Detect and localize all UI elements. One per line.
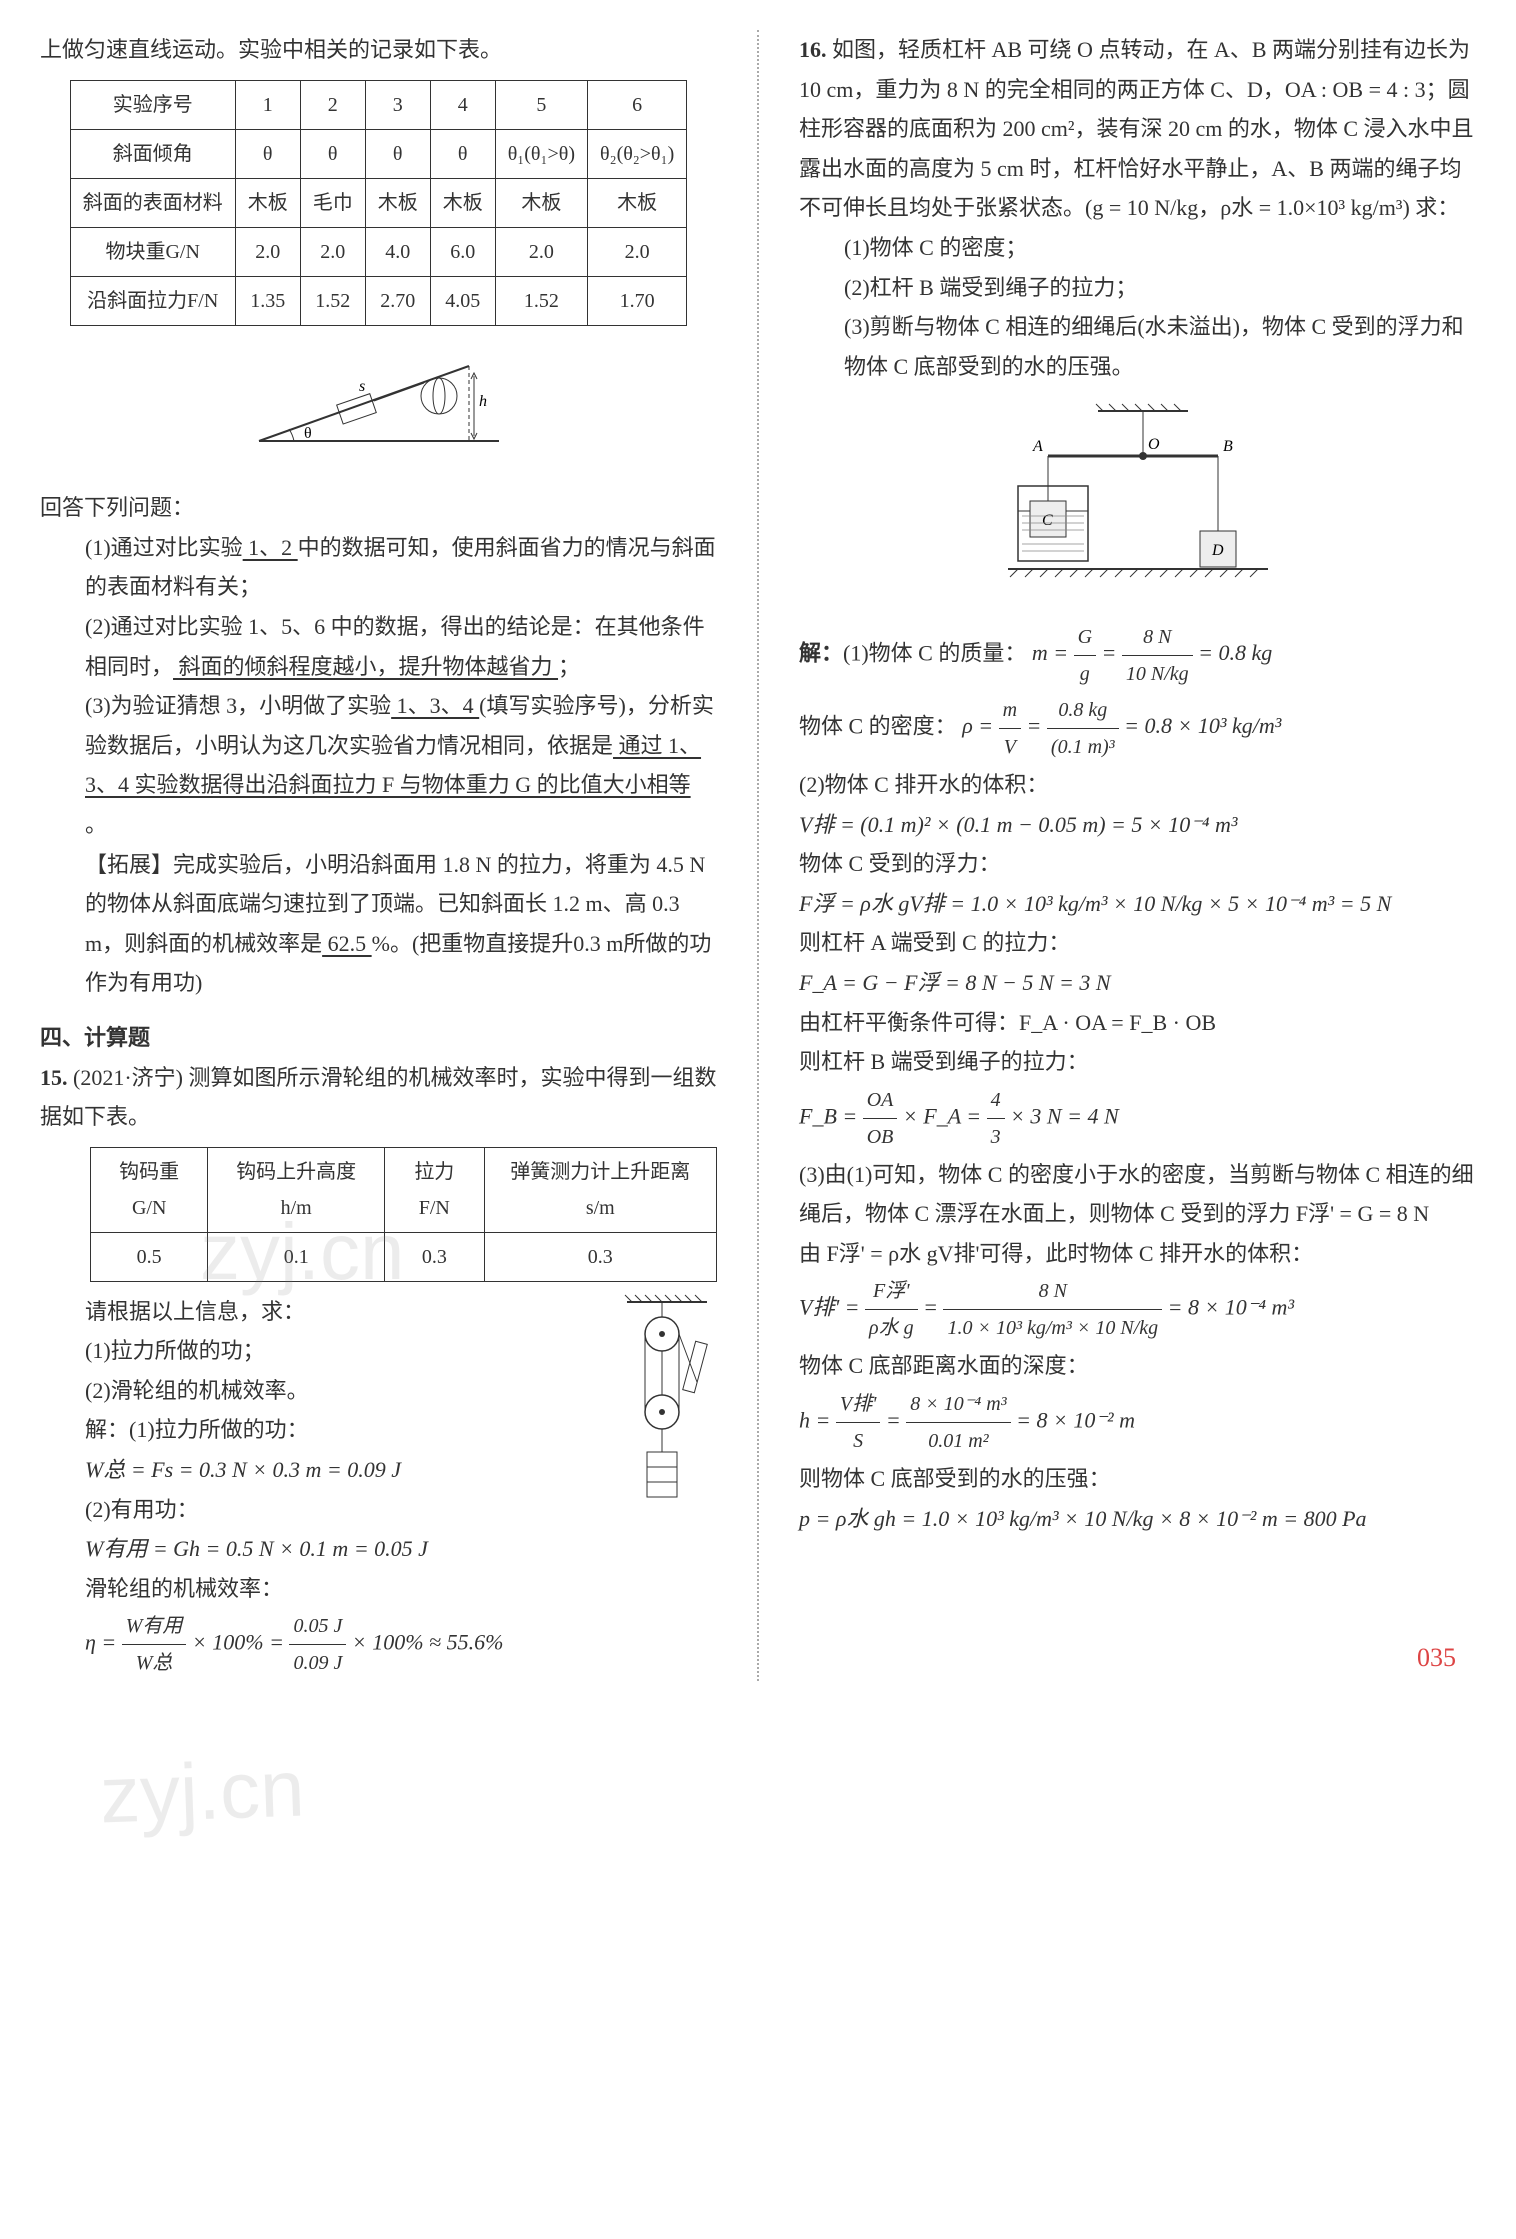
svg-text:h: h: [479, 393, 487, 410]
cell: 4.05: [430, 276, 495, 325]
svg-text:A: A: [1032, 438, 1043, 455]
cell: 实验序号: [70, 80, 235, 129]
cell: 4.0: [365, 227, 430, 276]
cell: 沿斜面拉力F/N: [70, 276, 235, 325]
cell: 木板: [495, 178, 587, 227]
cell: 6.0: [430, 227, 495, 276]
cell: 钩码重G/N: [91, 1147, 208, 1232]
cell: 1.52: [300, 276, 365, 325]
cell: θ: [365, 129, 430, 178]
sol-s9-eq: V排' = F浮'ρ水 g = 8 N1.0 × 10³ kg/m³ × 10 …: [799, 1273, 1476, 1346]
cell: 1.70: [588, 276, 687, 325]
sol-s5-eq: F_A = G − F浮 = 8 N − 5 N = 3 N: [799, 963, 1476, 1003]
answer-header: 回答下列问题：: [40, 488, 717, 528]
q15-table: 钩码重G/N 钩码上升高度 h/m 拉力 F/N 弹簧测力计上升距离 s/m 0…: [90, 1147, 717, 1282]
sol-s11-eq: p = ρ水 gh = 1.0 × 10³ kg/m³ × 10 N/kg × …: [799, 1499, 1476, 1539]
svg-text:B: B: [1223, 438, 1233, 455]
cell: θ: [235, 129, 300, 178]
cell: 钩码上升高度 h/m: [208, 1147, 385, 1232]
cell: 2.0: [235, 227, 300, 276]
q15-stem: 15. (2021·济宁) 测算如图所示滑轮组的机械效率时，实验中得到一组数据如…: [40, 1058, 717, 1137]
q15-eq2: W有用 = Gh = 0.5 N × 0.1 m = 0.05 J: [40, 1529, 717, 1569]
cell: 1.52: [495, 276, 587, 325]
cell: 0.1: [208, 1232, 385, 1281]
svg-text:s: s: [359, 378, 365, 395]
q15-eq3: η = W有用W总 × 100% = 0.05 J0.09 J × 100% ≈…: [40, 1608, 717, 1681]
sol-s5: 则杠杆 A 端受到 C 的拉力：: [799, 923, 1476, 963]
svg-text:C: C: [1042, 512, 1053, 529]
q16-sub2: (2)杠杆 B 端受到绳子的拉力；: [799, 268, 1476, 308]
cell: 斜面的表面材料: [70, 178, 235, 227]
cell: 弹簧测力计上升距离 s/m: [484, 1147, 716, 1232]
question-1: (1)通过对比实验 1、2 中的数据可知，使用斜面省力的情况与斜面的表面材料有关…: [40, 528, 717, 607]
sol-s8: (3)由(1)可知，物体 C 的密度小于水的密度，当剪断与物体 C 相连的细绳后…: [799, 1155, 1476, 1234]
q16-stem: 16. 如图，轻质杠杆 AB 可绕 O 点转动，在 A、B 两端分别挂有边长为 …: [799, 30, 1476, 228]
incline-diagram: θ s h: [40, 341, 717, 474]
sol-s7: 则杠杆 B 端受到绳子的拉力：: [799, 1042, 1476, 1082]
sol-s10-eq: h = V排'S = 8 × 10⁻⁴ m³0.01 m² = 8 × 10⁻²…: [799, 1386, 1476, 1459]
cell: 2: [300, 80, 365, 129]
cell: 木板: [588, 178, 687, 227]
cell: 0.3: [484, 1232, 716, 1281]
intro-text: 上做匀速直线运动。实验中相关的记录如下表。: [40, 30, 717, 70]
cell: 物块重G/N: [70, 227, 235, 276]
q16-sub1: (1)物体 C 的密度；: [799, 228, 1476, 268]
q16-sub3: (3)剪断与物体 C 相连的细绳后(水未溢出)，物体 C 受到的浮力和物体 C …: [799, 307, 1476, 386]
cell: 斜面倾角: [70, 129, 235, 178]
question-2: (2)通过对比实验 1、5、6 中的数据，得出的结论是：在其他条件相同时， 斜面…: [40, 607, 717, 686]
cell: 2.0: [588, 227, 687, 276]
sol-s6: 由杠杆平衡条件可得：F_A · OA = F_B · OB: [799, 1003, 1476, 1043]
cell: 0.5: [91, 1232, 208, 1281]
cell: 1: [235, 80, 300, 129]
section-4-header: 四、计算题: [40, 1018, 717, 1058]
question-3: (3)为验证猜想 3，小明做了实验 1、3、4 (填写实验序号)，分析实验数据后…: [40, 686, 717, 844]
cell: 2.0: [495, 227, 587, 276]
cell: 2.70: [365, 276, 430, 325]
cell: 5: [495, 80, 587, 129]
lever-diagram: A O B C D: [799, 401, 1476, 604]
cell: θ: [430, 129, 495, 178]
sol-s7-eq: F_B = OAOB × F_A = 43 × 3 N = 4 N: [799, 1082, 1476, 1155]
watermark: zyj.cn: [98, 1716, 307, 1867]
svg-text:D: D: [1211, 542, 1224, 559]
sol-s2: 物体 C 的密度： ρ = mV = 0.8 kg(0.1 m)³ = 0.8 …: [799, 692, 1476, 765]
cell: 木板: [365, 178, 430, 227]
cell: θ: [300, 129, 365, 178]
sol-s10: 物体 C 底部距离水面的深度：: [799, 1346, 1476, 1386]
cell: θ₁(θ₁>θ): [495, 129, 587, 178]
cell: 拉力 F/N: [385, 1147, 485, 1232]
cell: 1.35: [235, 276, 300, 325]
cell: 毛巾: [300, 178, 365, 227]
sol-s4: 物体 C 受到的浮力：: [799, 844, 1476, 884]
cell: 4: [430, 80, 495, 129]
extension: 【拓展】完成实验后，小明沿斜面用 1.8 N 的拉力，将重为 4.5 N 的物体…: [40, 845, 717, 1003]
sol-s3: (2)物体 C 排开水的体积：: [799, 765, 1476, 805]
sol-s9: 由 F浮' = ρ水 gV排'可得，此时物体 C 排开水的体积：: [799, 1234, 1476, 1274]
cell: 0.3: [385, 1232, 485, 1281]
svg-text:θ: θ: [304, 425, 312, 442]
cell: 6: [588, 80, 687, 129]
cell: 2.0: [300, 227, 365, 276]
q15-sol3: 滑轮组的机械效率：: [40, 1569, 717, 1609]
experiment-table: 实验序号 1 2 3 4 5 6 斜面倾角 θ θ θ θ θ₁(θ₁>θ) θ…: [70, 80, 688, 326]
cell: 木板: [235, 178, 300, 227]
cell: 木板: [430, 178, 495, 227]
sol-s3-eq: V排 = (0.1 m)² × (0.1 m − 0.05 m) = 5 × 1…: [799, 805, 1476, 845]
pulley-diagram: [597, 1292, 717, 1535]
sol-s11: 则物体 C 底部受到的水的压强：: [799, 1459, 1476, 1499]
cell: θ₂(θ₂>θ₁): [588, 129, 687, 178]
page-number: 035: [1417, 1635, 1456, 1682]
cell: 3: [365, 80, 430, 129]
sol-s4-eq: F浮 = ρ水 gV排 = 1.0 × 10³ kg/m³ × 10 N/kg …: [799, 884, 1476, 924]
svg-text:O: O: [1148, 436, 1160, 453]
sol-s1: 解：(1)物体 C 的质量： m = Gg = 8 N10 N/kg = 0.8…: [799, 619, 1476, 692]
